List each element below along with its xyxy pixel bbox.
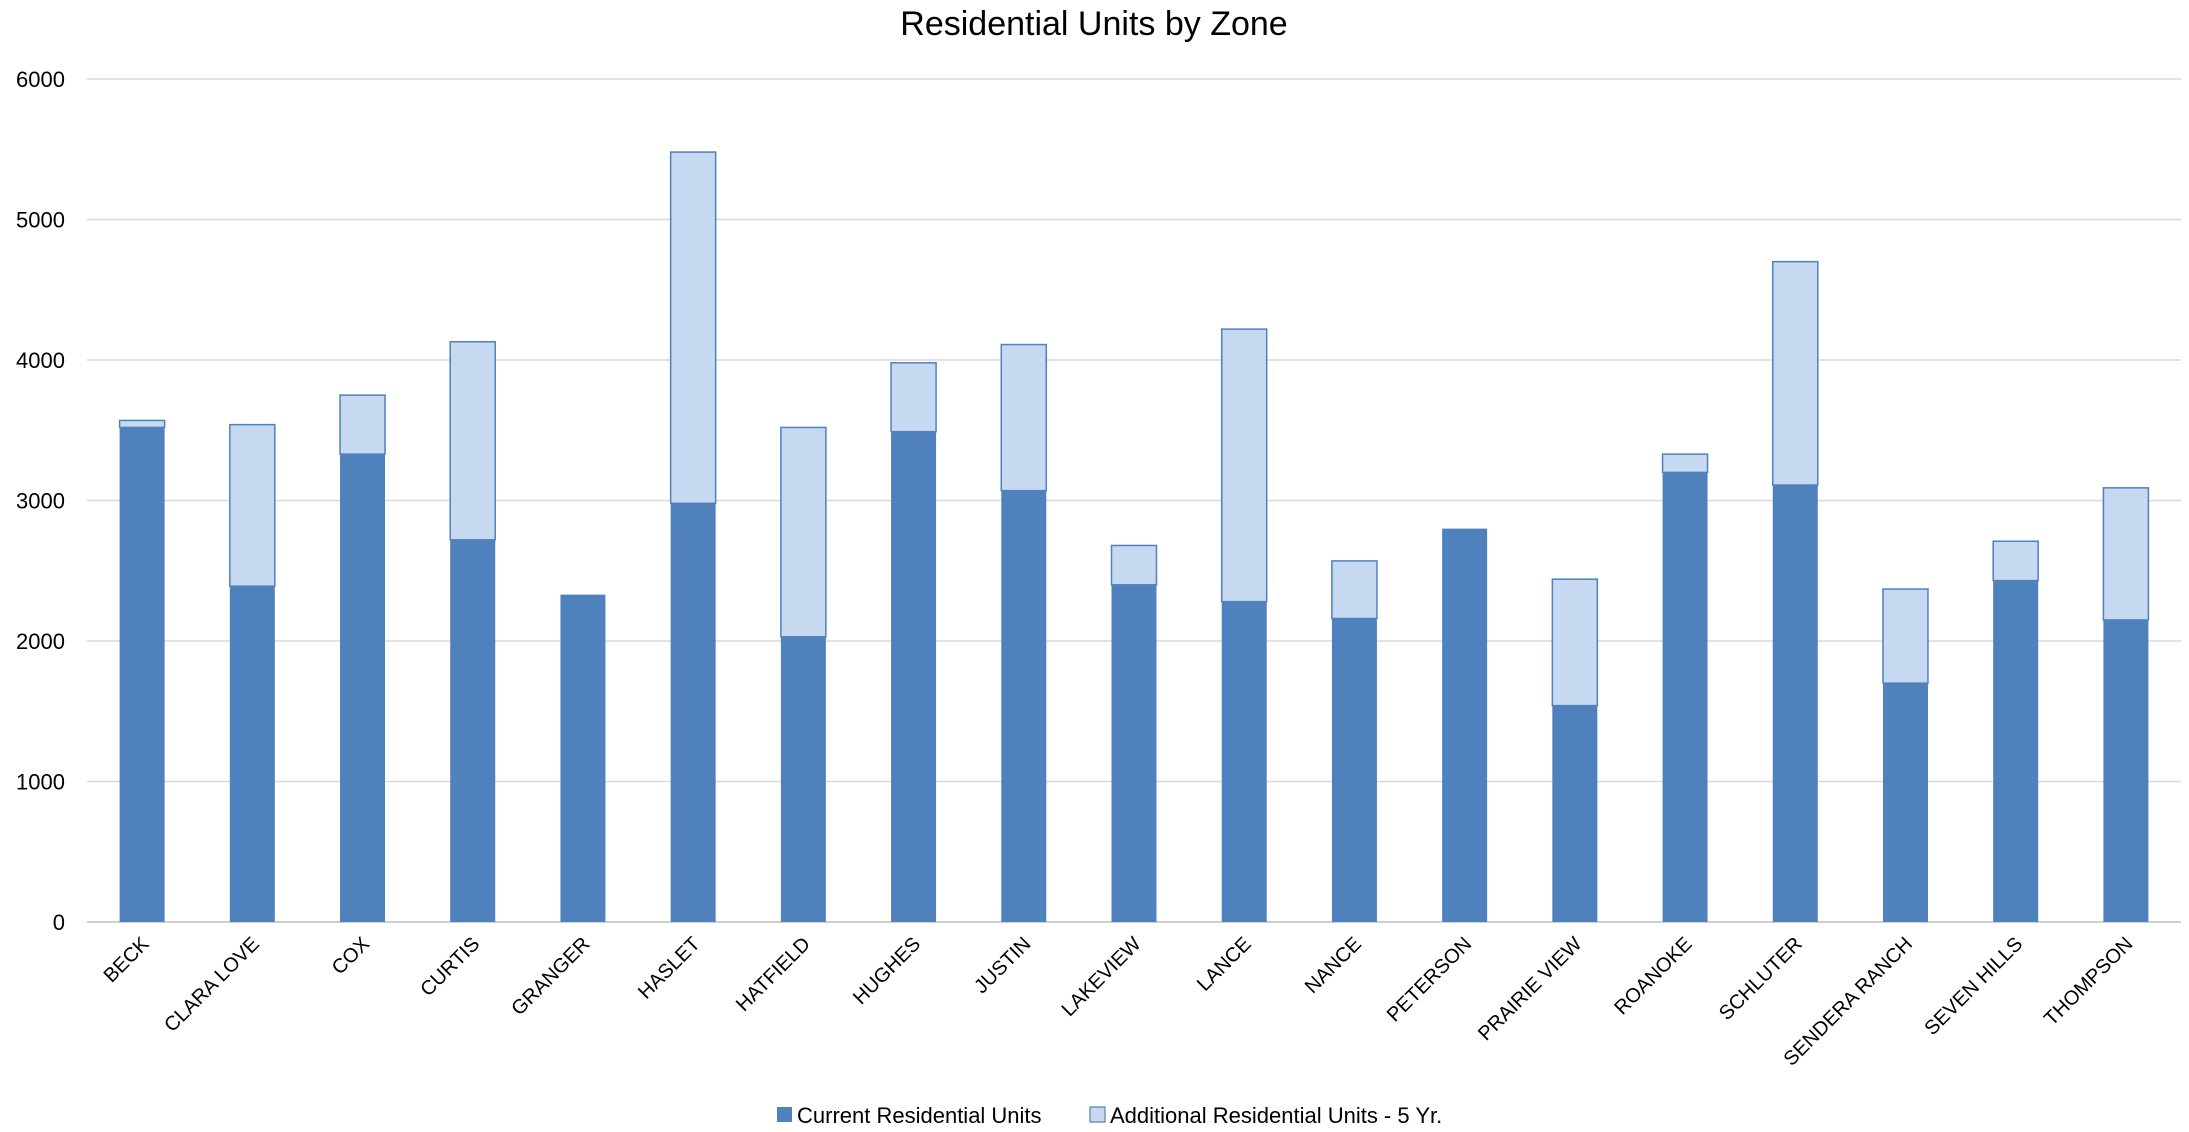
legend-label-additional: Additional Residential Units - 5 Yr.	[1110, 1103, 1442, 1128]
bars	[118, 151, 2150, 922]
bar-additional	[890, 362, 937, 433]
bar-current	[1331, 618, 1377, 922]
x-tick-label: SCHLUTER	[1715, 933, 1807, 1025]
x-tick-label: CLARA LOVE	[160, 933, 264, 1037]
y-axis-ticks: 0 1000 2000 3000 4000 5000 6000	[16, 67, 65, 935]
legend-swatch-additional	[1089, 1106, 1106, 1123]
bar-current	[1111, 584, 1157, 922]
bar-additional	[1772, 260, 1819, 486]
bar-additional	[1661, 453, 1709, 474]
x-tick-label: PETERSON	[1383, 933, 1476, 1026]
bar-additional	[1331, 560, 1378, 620]
y-tick-label: 0	[53, 910, 65, 935]
bar-additional	[229, 423, 276, 587]
bar-additional	[1551, 578, 1599, 707]
bar-additional	[1992, 540, 2039, 582]
x-tick-label: COX	[328, 933, 374, 979]
bar-additional	[780, 426, 827, 638]
bar-additional	[339, 394, 386, 455]
bar-additional	[669, 151, 717, 505]
x-tick-label: BECK	[100, 933, 155, 988]
bar-current	[119, 427, 165, 922]
x-tick-label: JUSTIN	[970, 933, 1035, 998]
bar-current	[450, 539, 496, 922]
x-tick-label: LAKEVIEW	[1058, 933, 1146, 1021]
y-tick-label: 4000	[16, 348, 65, 373]
bar-current	[1993, 580, 2039, 922]
x-tick-label: PRAIRIE VIEW	[1474, 933, 1586, 1045]
bar-additional	[449, 340, 496, 541]
bar-additional	[2102, 487, 2150, 621]
bar-current	[1882, 683, 1928, 922]
bar-additional	[1220, 328, 1268, 603]
bar-current	[780, 636, 826, 922]
bar-current	[1662, 472, 1708, 922]
bar-current	[340, 454, 386, 922]
y-tick-label: 3000	[16, 489, 65, 514]
bar-additional	[1110, 544, 1158, 586]
bar-current	[1772, 485, 1818, 922]
bar-current	[1221, 601, 1267, 922]
x-axis-ticks: BECK CLARA LOVE COX CURTIS GRANGER HASLET HATF…	[100, 933, 2138, 1071]
x-tick-label: NANCE	[1301, 933, 1366, 998]
bar-additional	[118, 419, 166, 429]
x-tick-label: THOMPSON	[2040, 933, 2137, 1030]
x-tick-label: GRANGER	[507, 933, 594, 1020]
x-tick-label: SEVEN HILLS	[1920, 933, 2027, 1040]
bar-current	[1442, 528, 1488, 922]
bar-current	[2103, 619, 2149, 922]
y-tick-label: 6000	[16, 67, 65, 92]
bar-current	[670, 503, 716, 922]
x-tick-label: HASLET	[634, 933, 705, 1004]
x-tick-label: HUGHES	[849, 933, 925, 1009]
x-tick-label: ROANOKE	[1610, 933, 1696, 1019]
bar-current	[891, 431, 937, 922]
y-tick-label: 5000	[16, 208, 65, 233]
bar-additional	[1882, 588, 1929, 684]
bar-current	[229, 586, 275, 922]
chart-title: Residential Units by Zone	[900, 5, 1287, 43]
x-tick-label: HATFIELD	[732, 933, 815, 1016]
x-tick-label: CURTIS	[416, 933, 484, 1001]
bar-current	[560, 594, 606, 922]
x-tick-label: LANCE	[1193, 933, 1256, 996]
bar-additional	[1000, 343, 1048, 492]
legend-label-current: Current Residential Units	[797, 1103, 1042, 1128]
legend: Current Residential Units Additional Res…	[777, 1103, 1442, 1128]
legend-swatch-current	[777, 1107, 792, 1122]
bar-current	[1552, 705, 1598, 922]
y-tick-label: 1000	[16, 770, 65, 795]
bar-current	[1001, 490, 1047, 922]
y-tick-label: 2000	[16, 629, 65, 654]
